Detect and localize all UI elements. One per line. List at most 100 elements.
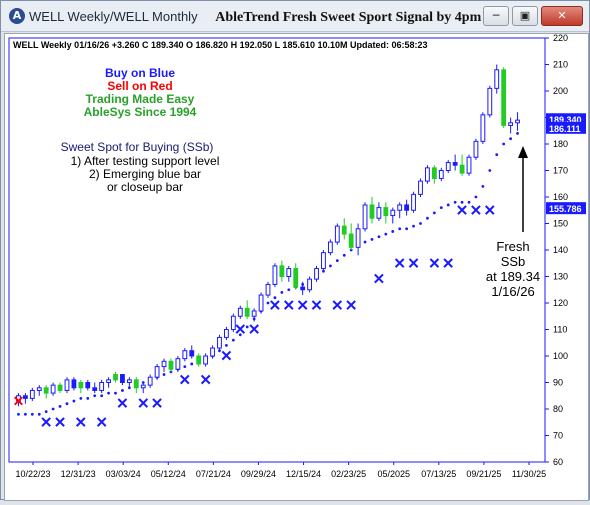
candle-body [71,379,77,389]
sell-marker: ✕ [116,396,129,413]
support-dot [190,362,194,366]
window-title: WELL Weekly/WELL Monthly AbleTrend Fresh… [29,9,503,26]
annotation-arrowhead [518,146,528,158]
annotation-line: 1/16/26 [491,284,534,299]
sweet-spot-line: 2) Emerging blue bar [89,167,201,181]
candle-body [99,382,105,391]
annotation-line: Fresh [496,239,529,254]
x-tick-label: 12/31/23 [61,469,96,479]
price-label-box [546,202,586,215]
support-dot [65,402,69,406]
candle-body [508,122,514,126]
support-dot [488,169,492,172]
candle-body [22,395,28,399]
support-dot [322,269,325,273]
y-tick-label: 120 [553,298,568,308]
sell-marker: ✕ [484,202,497,219]
candle-body [50,384,56,394]
candle-body [189,350,195,357]
close-button[interactable]: ✕ [541,6,583,26]
candle-body [203,355,209,365]
price-label-box [546,121,586,134]
x-tick-label: 09/21/25 [466,469,501,479]
candle-body [327,241,333,254]
candle-body [383,207,389,217]
annotation-line: at 189.34 [486,269,540,284]
candle-body [480,114,486,142]
candle-body [168,360,174,370]
restore-button[interactable]: ▣ [512,6,538,26]
candle-body [265,283,271,296]
candle-body [390,209,396,217]
candle-body [293,268,299,288]
support-dot [439,206,443,210]
candle-body [376,207,382,219]
support-dot [363,240,367,244]
candle-body [279,265,285,277]
candle-body [57,384,63,391]
candle-body [515,119,520,124]
sell-marker: ✕ [373,271,386,288]
chart-area[interactable]: WELL Weekly 01/16/26 +3.260 C 189.340 O … [4,33,589,501]
support-dot [273,296,277,300]
sweet-spot-line: 1) After testing support level [71,154,220,168]
sell-marker: ✕ [179,372,192,389]
candle-body [473,140,479,158]
price-chart[interactable]: WELL Weekly 01/16/26 +3.260 C 189.340 O … [5,33,588,500]
support-dot [342,253,346,257]
support-dot [328,264,332,268]
x-tick-label: 05/2025 [377,469,410,479]
sell-marker: ✕ [95,414,108,431]
x-tick-label: 10/22/23 [15,469,50,479]
support-dot [17,412,20,416]
candle-body [29,389,35,399]
x-tick-label: 12/15/24 [286,469,321,479]
candle-body [445,162,451,172]
y-tick-label: 210 [553,60,568,70]
x-tick-label: 07/13/25 [421,469,456,479]
support-dot [474,195,478,199]
minimize-button[interactable]: ─ [483,6,509,26]
support-dot [432,211,436,215]
candle-body [459,164,465,174]
candle-body [321,252,326,270]
sell-marker: ✕ [234,322,247,339]
candle-body [404,204,410,211]
candle-body [237,307,243,317]
sell-marker: ✕ [220,348,233,365]
candle-body [452,162,458,166]
candle-body [161,360,167,368]
support-dot [426,216,429,220]
legend-line: Buy on Blue [105,66,175,80]
sweet-spot-title: Sweet Spot for Buying (SSb) [61,140,214,154]
sell-marker: ✕ [428,255,441,272]
window-controls: ─ ▣ ✕ [483,6,583,26]
chart-tabs-label[interactable]: WELL Weekly/WELL Monthly [29,9,198,24]
y-tick-label: 130 [553,272,568,282]
sell-marker: ✕ [40,414,53,431]
y-tick-label: 140 [553,245,568,255]
candle-body [85,382,91,389]
y-tick-label: 180 [553,139,568,149]
candle-body [43,387,49,394]
support-dot [44,410,48,414]
y-tick-label: 150 [553,219,568,229]
sweet-spot-line: or closeup bar [107,180,183,194]
support-dot [495,153,499,156]
y-tick-label: 70 [553,431,563,441]
y-tick-label: 200 [553,86,568,96]
sell-marker: ✕ [470,202,483,219]
support-dot [23,412,27,416]
support-dot [58,404,62,408]
support-dot [481,185,485,188]
candle-body [224,329,229,338]
candle-body [217,336,222,349]
support-dot [30,412,34,416]
chart-header: WELL Weekly 01/16/26 +3.260 C 189.340 O … [13,40,428,50]
support-dot [412,224,415,228]
y-tick-label: 160 [553,192,568,202]
support-dot [225,344,228,347]
x-tick-label: 09/29/24 [241,469,276,479]
y-tick-label: 100 [553,351,568,361]
candle-body [175,358,181,370]
